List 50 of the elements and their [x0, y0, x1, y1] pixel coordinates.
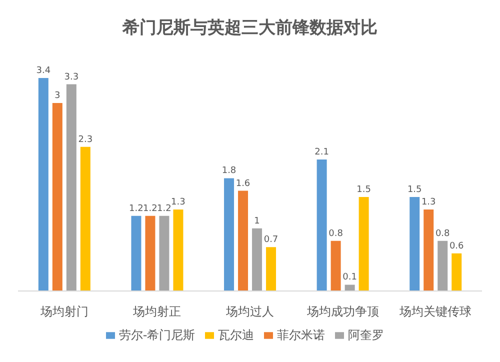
data-label: 0.8: [328, 228, 344, 239]
bar: [80, 146, 90, 291]
data-label: 0.1: [342, 272, 357, 283]
data-label: 1.3: [171, 198, 186, 208]
bar: [330, 240, 341, 291]
data-label: 1.2: [157, 204, 172, 214]
x-tick-label: 场均过人: [225, 304, 274, 319]
bar: [410, 197, 420, 291]
data-label: 0.6: [449, 241, 464, 252]
legend-label: 瓦尔迪: [218, 328, 254, 342]
data-label: 3.4: [36, 66, 51, 76]
bar: [358, 197, 369, 291]
bar: [131, 216, 142, 291]
legend-label: 阿奎罗: [348, 328, 384, 342]
data-label: 1.2: [129, 204, 144, 214]
bar: [452, 253, 462, 291]
data-label: 1.5: [356, 185, 371, 196]
x-tick-label: 场均关键传球: [398, 304, 472, 319]
bar: [145, 216, 156, 291]
chart-title: 希门尼斯与英超三大前锋数据对比: [121, 17, 378, 40]
x-tick-label: 场均射门: [39, 304, 88, 319]
bar: [316, 159, 327, 291]
bar: [252, 228, 262, 291]
data-label: 2.3: [78, 134, 93, 145]
data-label: 1.6: [236, 178, 250, 189]
legend-label: 劳尔-希门尼斯: [118, 328, 196, 342]
bar: [438, 240, 448, 291]
x-tick-label: 场均射正: [132, 304, 182, 319]
data-label: 3.3: [64, 72, 79, 82]
data-label: 1.8: [222, 166, 236, 176]
bar: [159, 216, 170, 291]
data-label: 1.5: [407, 185, 422, 196]
bar: [238, 190, 248, 291]
bar: [224, 178, 234, 291]
data-label: 1.2: [143, 204, 158, 214]
data-label: 2.1: [314, 147, 329, 158]
bar: [344, 284, 355, 291]
data-label: 0.7: [264, 235, 278, 246]
data-label: 0.8: [435, 228, 450, 239]
bar: [66, 84, 76, 291]
data-label: 3: [54, 91, 60, 102]
bar: [52, 103, 62, 291]
bar: [424, 210, 434, 291]
legend-label: 菲尔米诺: [277, 328, 326, 342]
data-label: 1: [254, 216, 260, 226]
data-label: 1.3: [421, 198, 436, 208]
bar: [266, 247, 276, 291]
x-tick-label: 场均成功争顶: [306, 304, 379, 319]
bar: [173, 210, 184, 291]
bar: [38, 78, 48, 291]
